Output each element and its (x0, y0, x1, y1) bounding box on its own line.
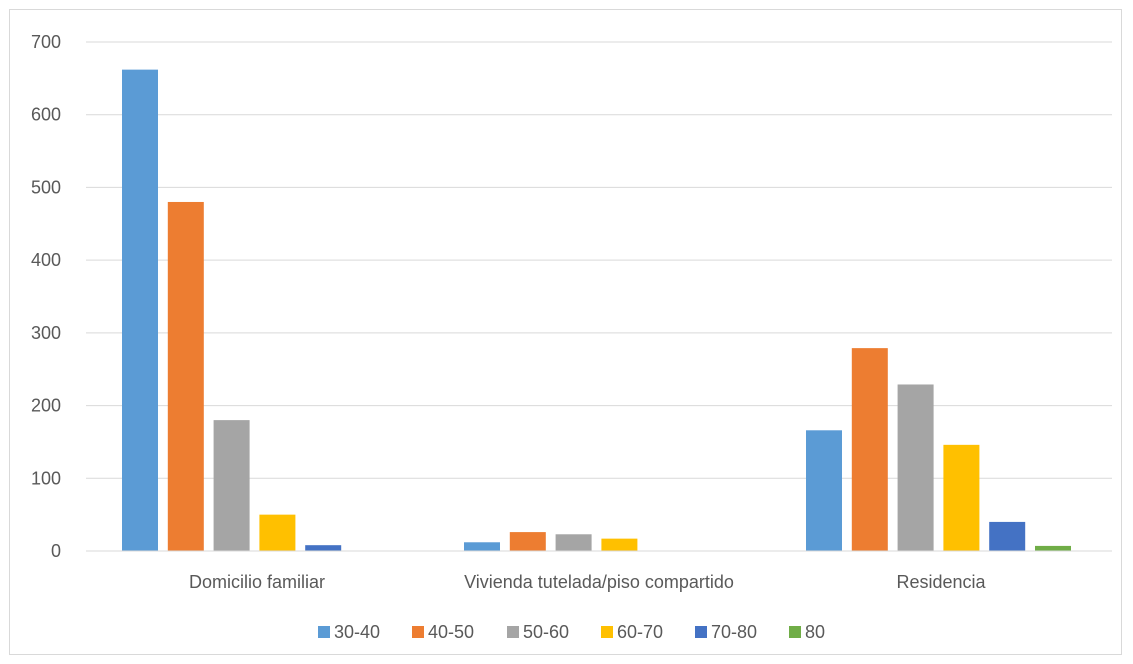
legend-item-70-80: 70-80 (695, 622, 757, 642)
gridlines (86, 41, 1112, 479)
legend-item-60-70: 60-70 (601, 622, 663, 642)
legend-label: 30-40 (334, 622, 380, 642)
legend-item-80: 80 (789, 622, 825, 642)
legend-label: 50-60 (523, 622, 569, 642)
legend-item-30-40: 30-40 (318, 622, 380, 642)
bars (122, 69, 1071, 551)
legend-swatch (789, 626, 801, 638)
y-tick-label: 300 (31, 323, 61, 343)
legend-swatch (601, 626, 613, 638)
legend-swatch (318, 626, 330, 638)
bar-60-70-2 (601, 538, 638, 551)
bar-60-70-3 (943, 444, 980, 551)
y-axis-tick-labels: 0 100 200 300 400 500 600 700 (31, 32, 61, 561)
legend-label: 60-70 (617, 622, 663, 642)
legend-item-50-60: 50-60 (507, 622, 569, 642)
bar-80-3 (1035, 545, 1071, 551)
legend-swatch (412, 626, 424, 638)
bar-40-50-3 (851, 348, 888, 551)
bar-30-40-1 (122, 69, 158, 551)
legend-swatch (695, 626, 707, 638)
bar-60-70-1 (259, 514, 296, 551)
legend-label: 80 (805, 622, 825, 642)
x-category-label: Residencia (896, 572, 986, 592)
legend-item-40-50: 40-50 (412, 622, 474, 642)
bar-30-40-3 (806, 430, 842, 551)
legend-label: 70-80 (711, 622, 757, 642)
x-category-label: Domicilio familiar (189, 572, 325, 592)
y-tick-label: 400 (31, 250, 61, 270)
bar-50-60-3 (897, 384, 934, 551)
y-tick-label: 600 (31, 105, 61, 125)
bar-70-80-1 (305, 545, 342, 551)
bar-50-60-2 (555, 534, 592, 551)
bar-40-50-1 (167, 201, 204, 551)
y-tick-label: 700 (31, 32, 61, 52)
bar-40-50-2 (509, 532, 546, 551)
y-tick-label: 500 (31, 177, 61, 197)
bar-70-80-3 (989, 521, 1026, 551)
legend-label: 40-50 (428, 622, 474, 642)
x-category-label: Vivienda tutelada/piso compartido (464, 572, 734, 592)
legend: 30-40 40-50 50-60 60-70 70-80 80 (318, 622, 825, 642)
y-tick-label: 0 (51, 541, 61, 561)
x-axis-category-labels: Domicilio familiar Vivienda tutelada/piso… (189, 572, 987, 592)
bar-50-60-1 (213, 420, 250, 551)
legend-swatch (507, 626, 519, 638)
y-tick-label: 200 (31, 396, 61, 416)
y-tick-label: 100 (31, 468, 61, 488)
bar-30-40-2 (464, 542, 500, 551)
